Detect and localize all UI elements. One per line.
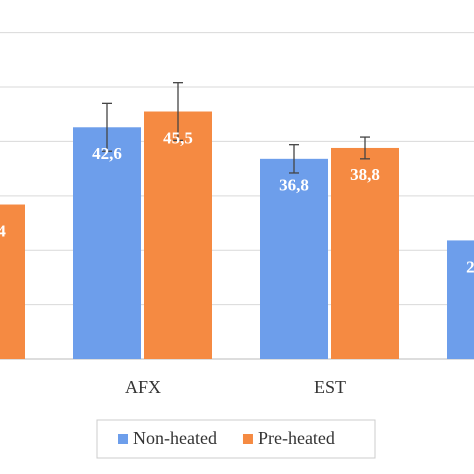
legend-swatch (118, 434, 128, 444)
bar (73, 127, 141, 359)
error-bar (289, 144, 299, 174)
bar (331, 147, 399, 359)
value-label: 42,6 (92, 144, 122, 163)
value-label: 45,5 (163, 128, 193, 147)
value-label: 38,8 (350, 165, 380, 184)
bar (260, 158, 328, 359)
x-tick-label: AFX (125, 377, 161, 397)
error-bar (173, 82, 183, 141)
error-bar (360, 136, 370, 160)
bar (0, 204, 25, 359)
legend-label: Non-heated (133, 428, 217, 448)
bar (447, 240, 474, 359)
error-bar (102, 102, 112, 152)
bar (144, 111, 212, 360)
x-tick-label: EST (314, 377, 346, 397)
legend-label: Pre-heated (258, 428, 335, 448)
value-label: 21,8 (466, 257, 474, 276)
legend-box (96, 419, 376, 459)
value-label: 36,8 (279, 176, 309, 195)
value-label: 28,4 (0, 221, 6, 240)
legend-swatch (242, 434, 253, 444)
